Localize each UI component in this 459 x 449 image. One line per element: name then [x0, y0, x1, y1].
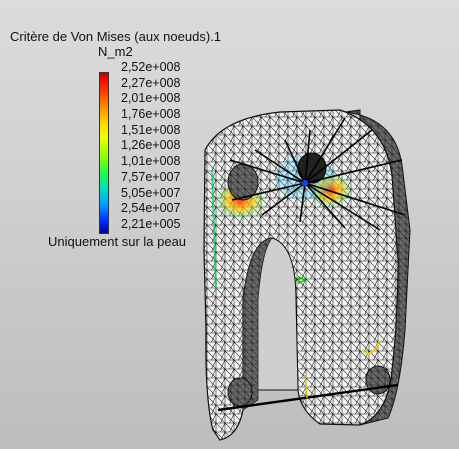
legend-value: 7,57e+007: [121, 169, 181, 184]
legend-value: 2,54e+007: [121, 201, 181, 216]
legend-value: 1,26e+008: [121, 138, 181, 153]
load-point: [302, 180, 308, 186]
legend-value: 2,01e+008: [121, 91, 181, 106]
rigid-connection-spider: [229, 117, 406, 231]
lower-hole-left: [227, 377, 253, 407]
legend-value: 1,76e+008: [121, 107, 181, 122]
load-marker-icon: [298, 275, 307, 285]
legend-value: 1,01e+008: [121, 154, 181, 169]
legend-value: 1,51e+008: [121, 122, 181, 137]
slot-inner-wall: [242, 237, 273, 411]
restraint-marker: [304, 374, 308, 399]
legend-value: 2,52e+008: [121, 60, 181, 74]
legend-note: Uniquement sur la peau: [48, 234, 187, 249]
legend-colorbar: [99, 72, 109, 234]
stress-contour: [211, 169, 217, 291]
stress-contour: [361, 339, 381, 355]
axle-connection: [217, 383, 399, 412]
legend-values: 2,52e+008 2,27e+008 2,01e+008 1,76e+008 …: [121, 60, 180, 233]
legend-value: 2,21e+005: [121, 216, 181, 231]
legend-value: 2,27e+008: [121, 75, 181, 90]
legend-unit: N_m2: [98, 44, 133, 59]
legend-value: 5,05e+007: [121, 185, 181, 200]
legend-title: Critère de Von Mises (aux noeuds).1: [10, 29, 221, 44]
